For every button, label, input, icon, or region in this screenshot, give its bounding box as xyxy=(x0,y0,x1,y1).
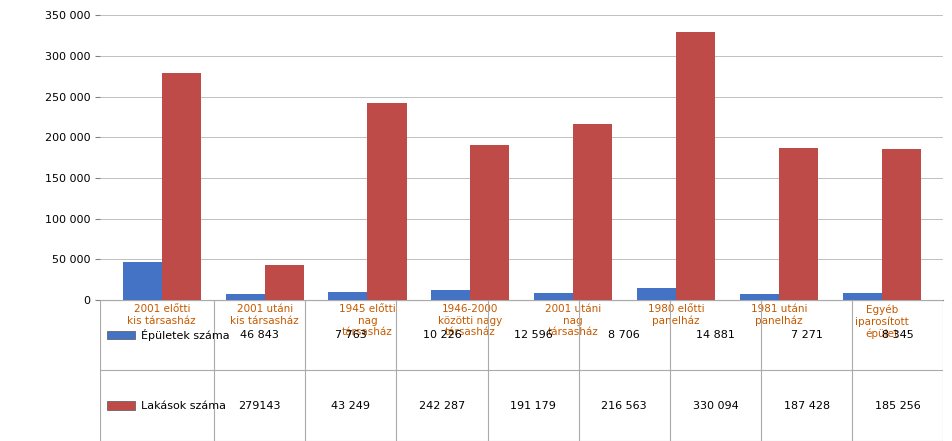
FancyBboxPatch shape xyxy=(107,401,134,410)
Bar xyxy=(123,262,162,300)
Text: 7 271: 7 271 xyxy=(790,330,822,340)
Text: 14 881: 14 881 xyxy=(695,330,734,340)
Bar xyxy=(367,103,407,300)
Text: 191 179: 191 179 xyxy=(509,401,555,411)
Text: 10 226: 10 226 xyxy=(422,330,461,340)
Bar xyxy=(636,288,675,300)
Text: 330 094: 330 094 xyxy=(692,401,738,411)
Text: 8 706: 8 706 xyxy=(607,330,640,340)
Bar xyxy=(572,124,611,300)
Text: 187 428: 187 428 xyxy=(783,401,829,411)
Bar xyxy=(431,290,470,300)
Bar xyxy=(675,32,714,300)
Bar xyxy=(265,265,304,300)
Bar xyxy=(470,145,509,300)
Bar xyxy=(739,294,778,300)
Bar xyxy=(881,149,920,300)
Bar xyxy=(226,294,265,300)
Bar xyxy=(533,293,572,300)
Text: 185 256: 185 256 xyxy=(874,401,920,411)
Text: Épületek száma: Épületek száma xyxy=(141,329,229,341)
Text: 8 345: 8 345 xyxy=(881,330,913,340)
Text: 216 563: 216 563 xyxy=(601,401,646,411)
Bar xyxy=(328,292,367,300)
Text: Lakások száma: Lakások száma xyxy=(141,401,227,411)
Text: 43 249: 43 249 xyxy=(331,401,369,411)
Text: 12 596: 12 596 xyxy=(513,330,552,340)
Bar xyxy=(778,148,817,300)
Text: 279143: 279143 xyxy=(238,401,281,411)
FancyBboxPatch shape xyxy=(107,331,134,340)
Text: 242 287: 242 287 xyxy=(418,401,465,411)
Text: 7 763: 7 763 xyxy=(334,330,367,340)
Bar xyxy=(162,73,201,300)
Bar xyxy=(842,293,881,300)
Text: 46 843: 46 843 xyxy=(240,330,279,340)
